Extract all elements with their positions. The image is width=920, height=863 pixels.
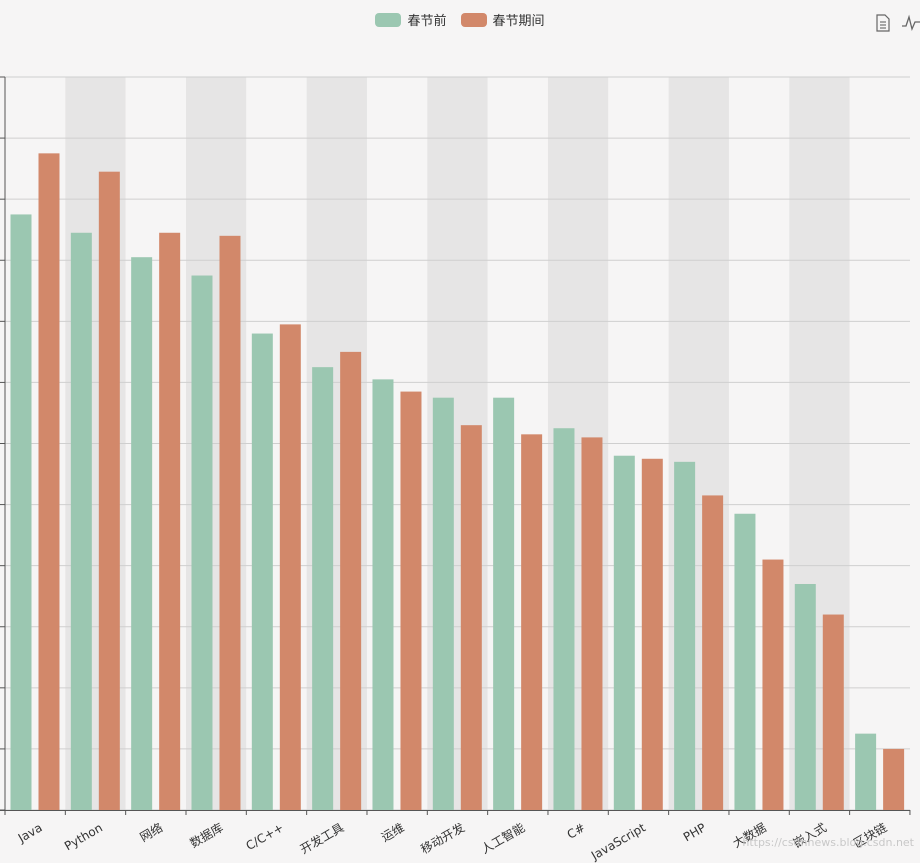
bar-during-1 xyxy=(98,171,120,810)
bar-before-11 xyxy=(674,461,696,810)
bar-during-4 xyxy=(279,324,301,810)
data-view-icon[interactable] xyxy=(876,14,890,32)
bar-before-9 xyxy=(553,428,575,810)
bar-before-12 xyxy=(734,513,756,810)
x-tick-label: 运维 xyxy=(379,820,407,844)
legend-swatch-before xyxy=(375,12,402,27)
bar-during-7 xyxy=(460,425,482,810)
x-tick-label: 网络 xyxy=(137,820,165,845)
bar-during-2 xyxy=(159,232,181,810)
x-tick-label: 人工智能 xyxy=(478,820,527,857)
x-tick-label: Java xyxy=(15,820,45,845)
legend-label-during: 春节期间 xyxy=(492,14,545,29)
x-tick-label: Python xyxy=(62,820,105,853)
bar-during-5 xyxy=(340,351,362,810)
bar-during-14 xyxy=(883,748,905,810)
legend-item-before-festival[interactable]: 春节前 xyxy=(375,10,447,29)
legend-item-during-festival[interactable]: 春节期间 xyxy=(460,10,545,29)
x-tick-label: 移动开发 xyxy=(418,820,467,857)
x-tick-label: 数据库 xyxy=(187,820,226,851)
bar-during-3 xyxy=(219,235,241,811)
bar-during-0 xyxy=(38,153,60,810)
bar-before-8 xyxy=(493,397,515,810)
bar-before-0 xyxy=(10,214,32,810)
chart-toolbox xyxy=(876,14,920,32)
bar-before-7 xyxy=(432,397,454,810)
legend-swatch-during xyxy=(460,12,487,27)
bar-during-11 xyxy=(702,495,724,810)
x-tick-label: 开发工具 xyxy=(297,820,346,857)
bar-during-10 xyxy=(641,458,663,810)
bar-before-5 xyxy=(312,367,334,810)
x-tick-label: C# xyxy=(565,820,588,841)
chart-legend: 春节前 春节期间 xyxy=(0,10,920,29)
x-tick-label: JavaScript xyxy=(588,820,648,863)
bar-before-14 xyxy=(855,733,877,810)
bar-before-4 xyxy=(251,333,273,810)
bar-before-1 xyxy=(70,232,92,810)
bar-before-10 xyxy=(613,455,635,810)
bar-before-2 xyxy=(131,257,153,811)
bar-before-13 xyxy=(794,583,816,810)
bar-during-12 xyxy=(762,559,784,810)
x-tick-label: PHP xyxy=(681,820,708,844)
legend-label-before: 春节前 xyxy=(407,14,447,29)
line-chart-icon[interactable] xyxy=(902,14,920,32)
bar-during-13 xyxy=(822,614,844,810)
x-tick-label: C/C++ xyxy=(244,820,286,853)
bar-during-9 xyxy=(581,437,603,810)
watermark-text: https://csdnnews.blog.csdn.net xyxy=(742,836,914,849)
bar-during-8 xyxy=(521,434,543,810)
bar-during-6 xyxy=(400,391,422,810)
bar-before-3 xyxy=(191,275,213,810)
bar-before-6 xyxy=(372,379,394,810)
